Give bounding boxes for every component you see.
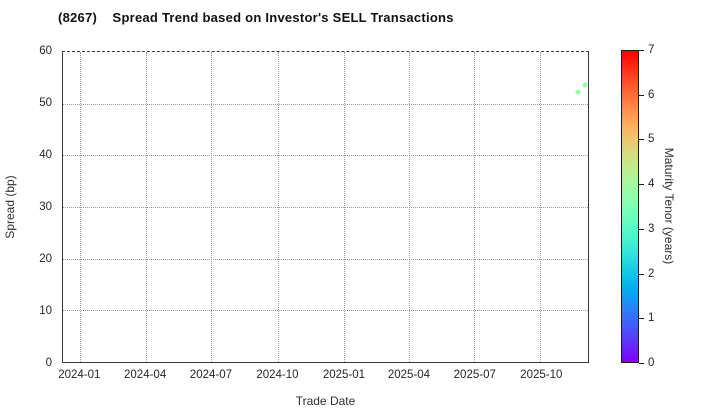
x-tick-label: 2025-01: [322, 369, 366, 381]
colorbar-tick-mark: [639, 318, 644, 320]
colorbar-tick-mark: [639, 184, 644, 186]
colorbar-tick-label: 7: [648, 44, 655, 56]
x-tick-label: 2024-10: [256, 369, 299, 381]
x-axis-label: Trade Date: [295, 394, 356, 408]
gridline-horizontal: [63, 207, 588, 208]
x-tick-label: 2025-04: [387, 369, 431, 381]
y-tick-label: 50: [39, 97, 52, 109]
colorbar-tick-mark: [639, 228, 644, 230]
gridline-horizontal: [63, 310, 588, 312]
y-tick-label: 10: [39, 305, 52, 317]
colorbar-tick-label: 4: [648, 178, 655, 191]
y-tick-label: 60: [39, 45, 52, 57]
gridline-horizontal: [63, 258, 588, 260]
y-tick-label: 20: [39, 253, 52, 265]
x-tick-label: 2024-01: [58, 369, 101, 381]
colorbar-tick-label: 2: [648, 267, 655, 280]
colorbar-tick-mark: [639, 363, 644, 364]
chart-title: (8267) Spread Trend based on Investor's …: [58, 10, 454, 25]
y-tick-label: 30: [39, 201, 52, 213]
gridline-horizontal: [63, 103, 588, 105]
colorbar-tick-label: 6: [648, 88, 655, 101]
x-tick-label: 2025-10: [520, 369, 563, 381]
gridline-horizontal: [63, 155, 588, 157]
colorbar-tick-mark: [639, 273, 644, 275]
colorbar-tick-mark: [639, 94, 644, 96]
colorbar-gradient: [621, 50, 639, 363]
colorbar-tick-labels: 0 1 2 3 4 5 6 7: [639, 44, 679, 369]
plot-area: [62, 51, 589, 363]
colorbar-tick-label: 3: [648, 222, 655, 235]
data-point: [575, 89, 581, 95]
colorbar-label: Maturity Tenor (years): [662, 147, 676, 265]
colorbar-tick-label: 0: [648, 357, 655, 369]
x-tick-label: 2024-07: [189, 369, 233, 381]
data-point: [582, 82, 588, 88]
y-tick-label: 40: [39, 149, 52, 161]
colorbar-tick-mark: [639, 139, 644, 141]
x-axis-tick-labels: 2024-01 2024-04 2024-07 2024-10 2025-01 2025-…: [58, 369, 589, 384]
colorbar-tick-mark: [639, 50, 644, 51]
colorbar-tick-label: 1: [648, 312, 655, 325]
y-tick-label: 0: [45, 357, 52, 369]
colorbar-tick-label: 5: [648, 133, 655, 146]
y-axis-tick-labels: 0 10 20 30 40 50 60: [0, 45, 52, 369]
x-tick-label: 2025-07: [453, 369, 496, 381]
x-tick-label: 2024-04: [124, 369, 167, 381]
